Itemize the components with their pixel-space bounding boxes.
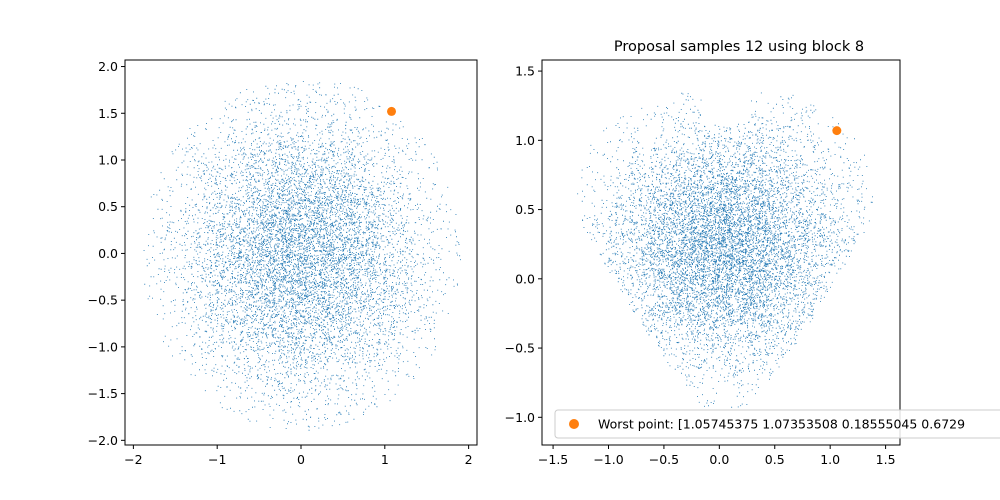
y-tick-label: 0.5 bbox=[98, 199, 118, 214]
legend: Worst point: [1.05745375 1.07353508 0.18… bbox=[554, 409, 1000, 439]
left-x-ticks: −2 −1 0 1 2 bbox=[124, 445, 473, 467]
x-tick-label: 0.5 bbox=[765, 452, 785, 467]
y-tick-label: 1.5 bbox=[515, 64, 535, 79]
right-subplot: Proposal samples 12 using block 8 −1.5 −1… bbox=[505, 39, 901, 467]
left-subplot: −2 −1 0 1 2 −2.0 −1.5 −1.0 −0.5 0.0 0.5 1.0 1.5 2.0 bbox=[88, 59, 478, 467]
x-tick-label: −2 bbox=[124, 452, 142, 467]
x-tick-label: 1.5 bbox=[876, 452, 896, 467]
x-tick-label: 1 bbox=[381, 452, 389, 467]
x-tick-label: −1 bbox=[208, 452, 226, 467]
y-tick-label: −1.0 bbox=[88, 339, 118, 354]
y-tick-label: 1.0 bbox=[515, 133, 535, 148]
y-tick-label: −1.5 bbox=[88, 386, 118, 401]
y-tick-label: 2.0 bbox=[98, 59, 118, 74]
right-axes-frame bbox=[541, 59, 901, 446]
x-tick-label: −0.5 bbox=[649, 452, 679, 467]
legend-box bbox=[554, 409, 1000, 439]
legend-label: Worst point: [1.05745375 1.07353508 0.18… bbox=[598, 417, 965, 432]
y-tick-label: −2.0 bbox=[88, 433, 118, 448]
right-chart-title: Proposal samples 12 using block 8 bbox=[614, 39, 864, 55]
x-tick-label: 0 bbox=[297, 452, 305, 467]
x-tick-label: 0.0 bbox=[709, 452, 729, 467]
y-tick-label: 0.0 bbox=[515, 271, 535, 286]
y-tick-label: −0.5 bbox=[505, 341, 535, 356]
x-tick-label: 2 bbox=[465, 452, 473, 467]
y-tick-label: 0.0 bbox=[98, 246, 118, 261]
left-worst-point-layer bbox=[387, 106, 397, 116]
right-y-ticks: −1.0 −0.5 0.0 0.5 1.0 1.5 bbox=[505, 64, 542, 425]
sample-points bbox=[143, 81, 461, 431]
left-y-ticks: −2.0 −1.5 −1.0 −0.5 0.0 0.5 1.0 1.5 2.0 bbox=[88, 59, 125, 448]
y-tick-label: 0.5 bbox=[515, 202, 535, 217]
x-tick-label: −1.5 bbox=[538, 452, 568, 467]
right-x-ticks: −1.5 −1.0 −0.5 0.0 0.5 1.0 1.5 bbox=[538, 445, 896, 467]
y-tick-label: −1.0 bbox=[505, 410, 535, 425]
y-tick-label: 1.0 bbox=[98, 152, 118, 167]
x-tick-label: 1.0 bbox=[820, 452, 840, 467]
x-tick-label: −1.0 bbox=[593, 452, 623, 467]
left-sample-cloud bbox=[143, 81, 461, 431]
worst-point-marker bbox=[832, 126, 842, 136]
y-tick-label: 1.5 bbox=[98, 106, 118, 121]
worst-point-marker bbox=[387, 106, 397, 116]
y-tick-label: −0.5 bbox=[88, 293, 118, 308]
right-worst-point-layer bbox=[832, 126, 842, 136]
legend-marker bbox=[569, 419, 579, 429]
